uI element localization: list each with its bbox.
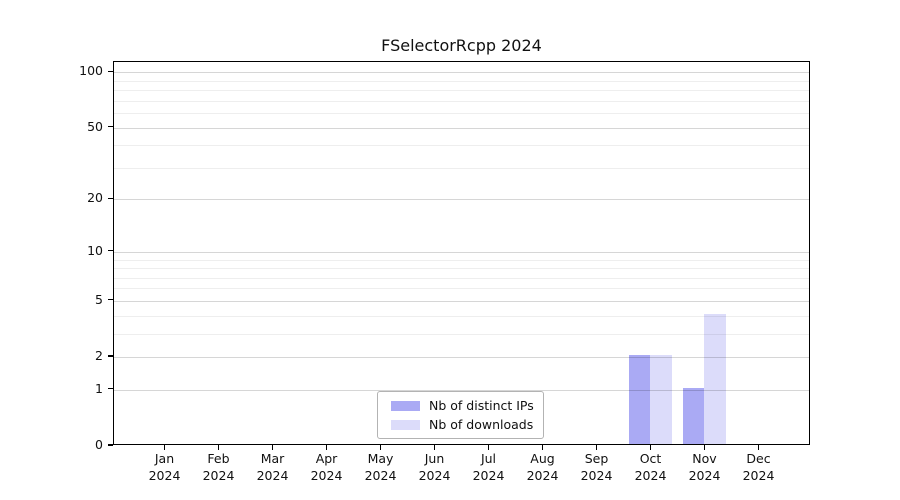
gridline-minor: [114, 145, 809, 147]
ytick-mark-100: [108, 70, 113, 72]
plot-area: [113, 61, 810, 445]
ytick-mark-50: [108, 125, 113, 128]
gridline-minor: [114, 288, 809, 290]
legend-row-downloads: Nb of downloads: [386, 417, 535, 433]
ytick-label-1: 1: [95, 380, 103, 396]
gridline-minor: [114, 113, 809, 114]
xtick-mark-feb: [217, 445, 220, 450]
gridline-minor: [114, 167, 809, 169]
bar-distinct-ips-nov-2024: [682, 387, 704, 444]
chart-title: FSelectorRcpp 2024: [381, 36, 542, 55]
legend-label-downloads: Nb of downloads: [429, 416, 534, 432]
gridline-20: [114, 199, 809, 201]
gridline-1: [114, 389, 809, 391]
gridline-100: [114, 72, 809, 74]
xtick-label-apr-2024: Apr 2024: [310, 451, 343, 483]
xtick-mark-jan: [163, 445, 166, 450]
xtick-label-mar-2024: Mar 2024: [256, 451, 289, 483]
ytick-label-2: 2: [95, 348, 103, 363]
gridline-minor: [114, 90, 809, 92]
xtick-mark-jun: [433, 445, 436, 450]
xtick-label-feb-2024: Feb 2024: [202, 451, 235, 483]
gridline-minor: [114, 80, 809, 82]
ytick-mark-5: [108, 299, 113, 301]
xtick-mark-mar: [271, 445, 274, 450]
ytick-label-20: 20: [87, 190, 103, 206]
bar-downloads-oct-2024: [650, 355, 672, 444]
gridline-minor: [114, 277, 809, 279]
xtick-label-sep-2024: Sep 2024: [580, 451, 613, 483]
ytick-mark-20: [108, 197, 113, 199]
bar-distinct-ips-oct-2024: [628, 355, 650, 444]
legend-row-distinct-ips: Nb of distinct IPs: [386, 398, 535, 414]
ytick-label-100: 100: [79, 63, 103, 79]
ytick-mark-2: [108, 355, 113, 357]
ytick-mark-1: [108, 388, 113, 390]
xtick-label-oct-2024: Oct 2024: [634, 451, 667, 483]
xtick-label-jul-2024: Jul 2024: [472, 451, 505, 483]
gridline-2: [114, 357, 809, 358]
gridline-10: [114, 251, 809, 253]
xtick-mark-oct: [649, 445, 652, 450]
gridline-minor: [114, 259, 809, 261]
xtick-mark-dec: [757, 445, 760, 450]
gridline-minor: [114, 100, 809, 102]
xtick-mark-nov: [703, 445, 706, 450]
xtick-label-jan-2024: Jan 2024: [148, 451, 181, 483]
gridline-50: [114, 127, 809, 129]
ytick-mark-10: [108, 250, 113, 252]
ytick-label-10: 10: [87, 242, 103, 258]
ytick-label-0: 0: [95, 437, 103, 452]
legend: Nb of distinct IPs Nb of downloads: [377, 391, 544, 439]
xtick-mark-aug: [541, 445, 544, 450]
gridline-minor: [114, 268, 809, 269]
ytick-mark-0: [108, 444, 113, 446]
legend-swatch-distinct-ips-icon: [391, 400, 420, 411]
legend-swatch-downloads-icon: [391, 419, 420, 430]
xtick-mark-may: [379, 445, 382, 450]
xtick-mark-jul: [487, 445, 490, 450]
gridline-minor: [114, 333, 809, 335]
xtick-label-aug-2024: Aug 2024: [526, 451, 559, 483]
gridline-minor: [114, 315, 809, 317]
xtick-label-may-2024: May 2024: [364, 451, 397, 483]
ytick-label-5: 5: [95, 291, 103, 307]
xtick-mark-sep: [595, 445, 598, 450]
legend-label-distinct-ips: Nb of distinct IPs: [429, 397, 534, 413]
xtick-label-nov-2024: Nov 2024: [688, 451, 721, 483]
ytick-label-50: 50: [87, 118, 103, 134]
xtick-mark-apr: [325, 445, 328, 450]
bar-downloads-nov-2024: [704, 313, 726, 444]
xtick-label-jun-2024: Jun 2024: [418, 451, 451, 483]
gridline-5: [114, 300, 809, 302]
xtick-label-dec-2024: Dec 2024: [742, 451, 775, 483]
